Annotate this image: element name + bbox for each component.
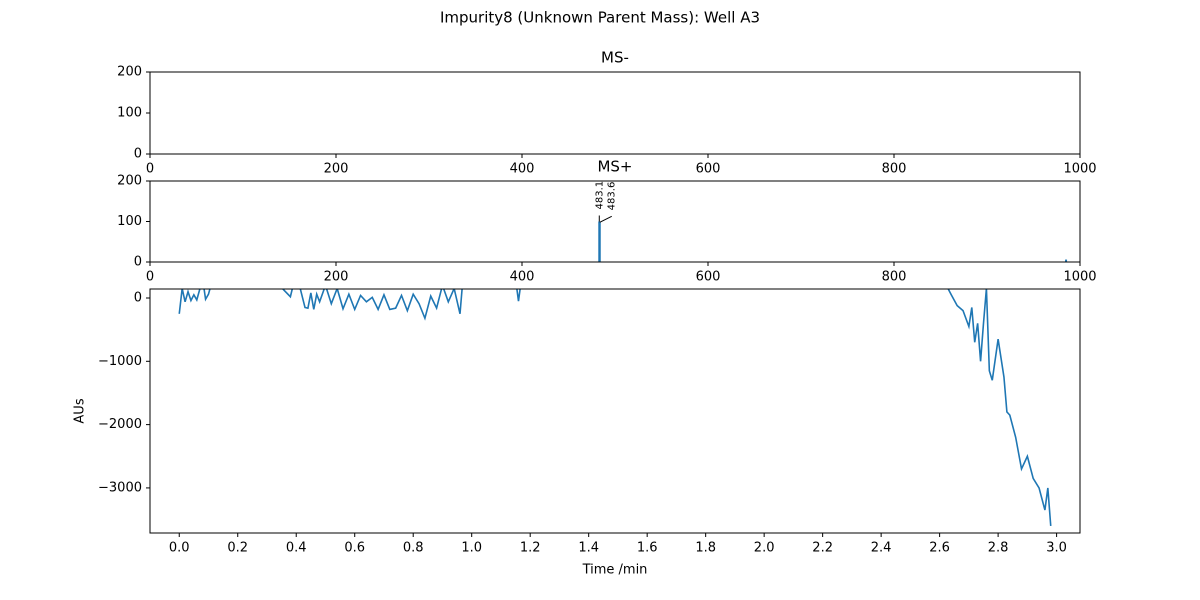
- x-tick-label: 1000: [1063, 270, 1096, 285]
- x-tick-label: 0.0: [169, 541, 190, 556]
- x-tick-label: 600: [696, 270, 721, 285]
- y-tick-label: 200: [117, 174, 142, 189]
- y-tick-label: 0: [134, 147, 142, 162]
- x-tick-label: 1.2: [520, 541, 541, 556]
- x-tick-label: 2.6: [929, 541, 950, 556]
- peak-label-leader: [599, 215, 612, 223]
- y-tick-label: 0: [134, 290, 142, 305]
- y-tick-label: −2000: [98, 417, 142, 432]
- subplot-title: MS-: [601, 49, 629, 67]
- x-tick-label: 1.8: [695, 541, 716, 556]
- x-tick-label: 2.0: [754, 541, 775, 556]
- axes-frame: [149, 71, 1081, 155]
- axes-frame: [149, 288, 1081, 534]
- x-tick-label: 0.4: [286, 541, 307, 556]
- y-axis-label: AUs: [73, 398, 88, 423]
- x-tick-label: 0.2: [227, 541, 248, 556]
- y-tick-label: −1000: [98, 354, 142, 369]
- y-tick-label: 100: [117, 106, 142, 121]
- x-tick-label: 800: [882, 270, 907, 285]
- y-tick-label: −3000: [98, 480, 142, 495]
- x-tick-label: 400: [510, 162, 535, 177]
- axes-frame: [149, 180, 1081, 263]
- x-tick-label: 0.6: [344, 541, 365, 556]
- plot-area: [178, 289, 1052, 526]
- x-tick-label: 600: [696, 162, 721, 177]
- x-tick-label: 2.4: [871, 541, 892, 556]
- plot-area: [598, 221, 1068, 262]
- y-tick-label: 0: [134, 255, 142, 270]
- y-tick-label: 100: [117, 214, 142, 229]
- subplot-title: MS+: [597, 158, 632, 176]
- peak-label: 483.1: [594, 181, 605, 210]
- x-tick-label: 800: [882, 162, 907, 177]
- x-tick-label: 400: [510, 270, 535, 285]
- x-tick-label: 200: [324, 270, 349, 285]
- figure-title: Impurity8 (Unknown Parent Mass): Well A3: [440, 9, 760, 27]
- x-tick-label: 0: [146, 270, 154, 285]
- x-tick-label: 1.6: [637, 541, 658, 556]
- x-tick-label: 1000: [1063, 162, 1096, 177]
- x-tick-label: 0: [146, 162, 154, 177]
- y-tick-label: 200: [117, 65, 142, 80]
- x-axis-label: Time /min: [582, 563, 648, 578]
- x-tick-label: 200: [324, 162, 349, 177]
- trace: [178, 289, 1052, 526]
- x-tick-label: 1.0: [461, 541, 482, 556]
- x-tick-label: 2.2: [812, 541, 833, 556]
- x-tick-label: 1.4: [578, 541, 599, 556]
- peak-label: 483.6: [607, 182, 618, 211]
- x-tick-label: 0.8: [403, 541, 424, 556]
- x-tick-label: 2.8: [988, 541, 1009, 556]
- x-tick-label: 3.0: [1046, 541, 1067, 556]
